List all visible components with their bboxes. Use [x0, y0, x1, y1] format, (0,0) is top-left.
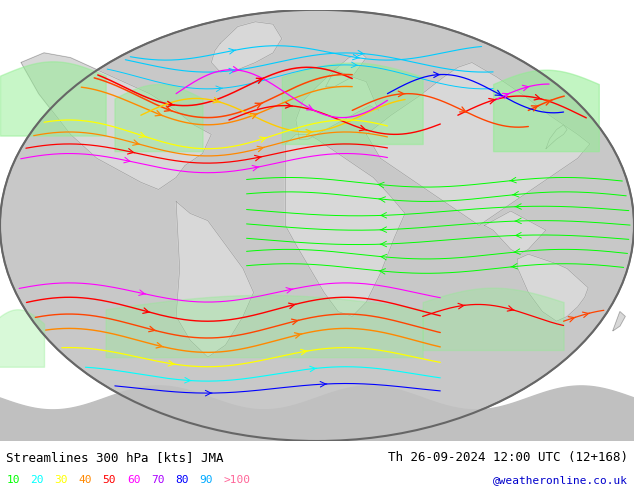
- Text: 40: 40: [79, 475, 92, 485]
- Polygon shape: [176, 201, 254, 357]
- Ellipse shape: [0, 10, 634, 441]
- Text: 80: 80: [175, 475, 188, 485]
- Text: 60: 60: [127, 475, 140, 485]
- Polygon shape: [546, 125, 567, 149]
- Polygon shape: [613, 312, 625, 331]
- Text: >100: >100: [223, 475, 250, 485]
- Polygon shape: [326, 53, 366, 86]
- Polygon shape: [21, 53, 211, 190]
- Polygon shape: [518, 254, 588, 321]
- Polygon shape: [366, 63, 590, 225]
- Text: 70: 70: [151, 475, 164, 485]
- Polygon shape: [211, 22, 281, 72]
- Text: Streamlines 300 hPa [kts] JMA: Streamlines 300 hPa [kts] JMA: [6, 451, 224, 464]
- Ellipse shape: [0, 10, 634, 441]
- Text: 50: 50: [103, 475, 116, 485]
- Text: 90: 90: [199, 475, 212, 485]
- Polygon shape: [285, 134, 405, 317]
- Text: 10: 10: [6, 475, 20, 485]
- Text: @weatheronline.co.uk: @weatheronline.co.uk: [493, 475, 628, 485]
- Text: Th 26-09-2024 12:00 UTC (12+168): Th 26-09-2024 12:00 UTC (12+168): [387, 451, 628, 464]
- Text: 20: 20: [30, 475, 44, 485]
- Text: 30: 30: [55, 475, 68, 485]
- Polygon shape: [296, 70, 378, 139]
- Polygon shape: [484, 211, 546, 254]
